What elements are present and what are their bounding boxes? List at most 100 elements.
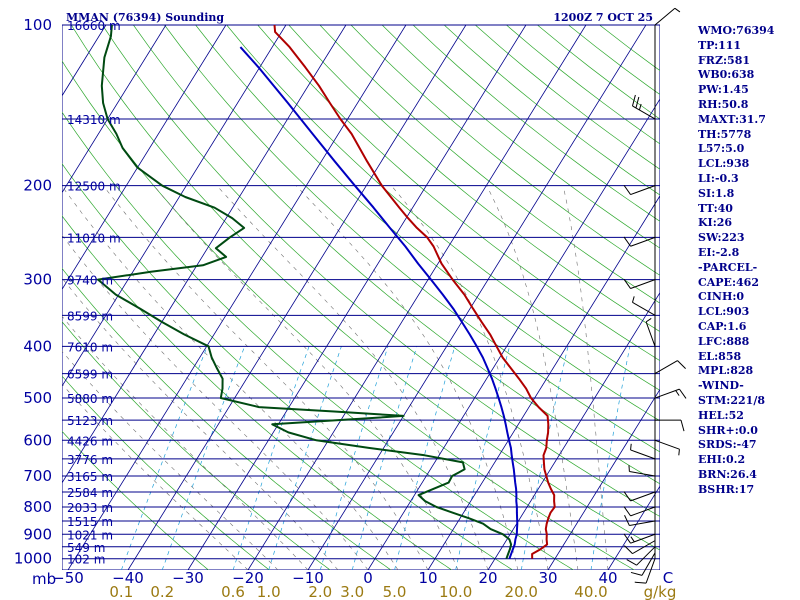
index-value: FRZ:581 — [698, 53, 751, 67]
height-label: 11010 m — [67, 231, 121, 245]
height-label: 8599 m — [67, 309, 113, 323]
wind-barb — [623, 278, 656, 289]
mixing-ratio-line — [455, 346, 510, 570]
isotherm — [62, 25, 347, 484]
pressure-tick-label: 400 — [23, 337, 52, 355]
height-label: 9740 m — [67, 274, 113, 288]
height-label: 5123 m — [67, 414, 113, 428]
wind-barb-shaft — [645, 321, 656, 347]
index-value: SW:223 — [698, 231, 745, 245]
temperature-tick-label: −20 — [232, 569, 264, 587]
temperature-tick-label: −50 — [52, 569, 84, 587]
wind-barb — [630, 552, 656, 576]
index-value: MAXT:31.7 — [698, 112, 766, 126]
dry-adiabat — [288, 25, 660, 333]
wind-barb-flag — [631, 94, 636, 107]
moist-adiabat — [486, 185, 579, 570]
pressure-tick-label: 300 — [23, 271, 52, 289]
mixing-ratio-line — [590, 346, 631, 570]
wind-barb-flag — [623, 278, 631, 289]
wind-barb-flag — [635, 96, 640, 109]
wind-barb — [623, 491, 656, 502]
wind-barb-half-flag — [638, 103, 642, 111]
grid — [62, 25, 660, 570]
dry-adiabat — [319, 25, 660, 304]
wind-barb — [645, 318, 656, 347]
wind-barb-shaft — [632, 105, 656, 120]
index-value: TH:5778 — [698, 127, 752, 141]
isotherm — [67, 25, 407, 570]
height-label: 1515 m — [67, 515, 113, 529]
index-value: MPL:828 — [698, 364, 754, 378]
mixing-ratio-unit-label: g/kg — [644, 583, 677, 600]
wind-barb — [630, 443, 656, 460]
mixing-ratio-line — [394, 346, 456, 570]
temperature-tick-label: 30 — [538, 569, 557, 587]
mixing-ratio-line — [351, 346, 418, 570]
mixing-ratio-line — [120, 346, 208, 570]
dewpoint-trace — [97, 25, 513, 560]
isotherm — [127, 25, 467, 570]
pressure-tick-label: 700 — [23, 467, 52, 485]
wind-barb — [623, 533, 656, 544]
temperature-tick-label: −10 — [292, 569, 324, 587]
index-value: CINH:0 — [698, 290, 745, 304]
index-value: LI:-0.3 — [698, 171, 739, 185]
wind-barb — [654, 7, 681, 26]
mixing-ratio-label: 20.0 — [505, 583, 538, 600]
index-value: SI:1.8 — [698, 186, 735, 200]
height-label: 2584 m — [67, 486, 113, 500]
index-value: WB0:638 — [698, 68, 755, 82]
dry-adiabat — [257, 25, 660, 362]
mixing-ratio-label: 5.0 — [383, 583, 407, 600]
wind-barb-shaft — [654, 360, 678, 375]
mixing-ratio-label: 3.0 — [340, 583, 364, 600]
dry-adiabat — [62, 60, 635, 570]
dry-adiabat — [62, 111, 574, 570]
wind-barb-shaft — [630, 449, 656, 460]
wind-barb-flag — [680, 419, 685, 432]
height-label: 102 m — [67, 553, 105, 567]
wind-barb-shaft — [630, 236, 656, 247]
wind-barb-half-flag — [630, 536, 635, 543]
wind-barb-shaft — [632, 540, 656, 555]
index-value: EI:-2.8 — [698, 245, 740, 259]
wind-barb-shaft — [632, 301, 656, 316]
index-value: WMO:76394 — [698, 24, 775, 37]
wind-barb-flag — [623, 506, 631, 517]
isotherm — [62, 25, 287, 387]
wind-barb-shaft — [636, 546, 656, 566]
height-label: 3776 m — [67, 453, 113, 467]
pressure-tick-label: 500 — [23, 389, 52, 407]
mixing-ratio-line — [268, 346, 342, 570]
wind-barb-flag — [624, 515, 630, 526]
wind-barb-shaft — [629, 471, 656, 477]
mixing-ratio-label: 2.0 — [308, 583, 332, 600]
isotherm — [307, 25, 647, 570]
mixing-ratio-label: 1.0 — [257, 583, 281, 600]
mixing-ratio-line — [232, 346, 310, 570]
moist-adiabat — [62, 185, 399, 570]
isotherm — [247, 25, 587, 570]
wind-barb-half-flag — [678, 449, 680, 456]
wind-barb — [654, 388, 687, 399]
wind-barb — [655, 419, 685, 432]
temperature-tick-label: 40 — [598, 569, 617, 587]
index-value: LFC:888 — [698, 334, 750, 348]
temperature-tick-label: 10 — [418, 569, 437, 587]
mixing-ratio-line — [161, 346, 246, 570]
wind-barb-flag — [624, 545, 633, 554]
wind-barb-shaft — [630, 506, 656, 517]
dry-adiabat — [350, 25, 660, 276]
temperature-tick-label: −40 — [112, 569, 144, 587]
moist-adiabat — [295, 185, 519, 570]
dry-adiabat — [71, 25, 660, 551]
temperature-trace — [273, 25, 556, 559]
height-label: 12500 m — [67, 180, 121, 194]
dry-adiabat — [62, 375, 270, 570]
wind-barb — [624, 515, 656, 527]
dry-adiabat — [62, 215, 452, 570]
wind-barb — [626, 546, 656, 566]
